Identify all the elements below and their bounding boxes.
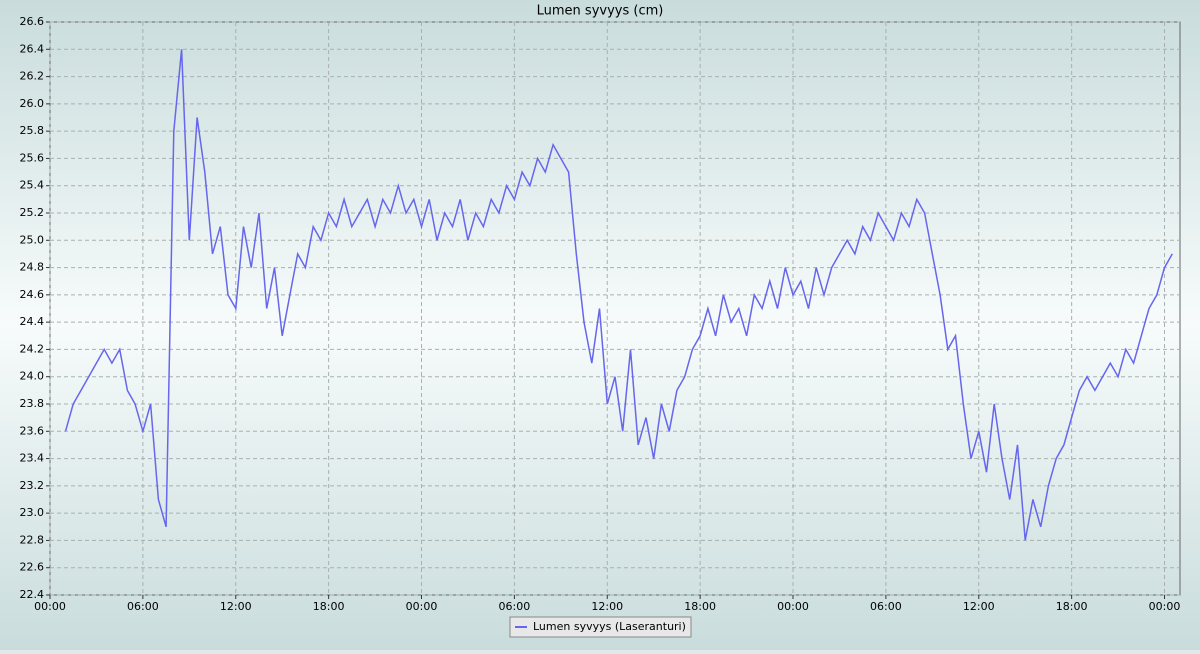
y-tick-label: 24.6 — [20, 288, 45, 301]
x-tick-label: 12:00 — [591, 600, 623, 613]
series-line — [64, 49, 1173, 541]
y-tick-label: 24.2 — [20, 342, 45, 355]
chart-title: Lumen syvyys (cm) — [537, 4, 664, 19]
x-tick-label: 18:00 — [1056, 600, 1088, 613]
y-tick-label: 26.4 — [20, 42, 45, 55]
plot-frame — [49, 21, 1181, 596]
legend-box — [509, 616, 692, 638]
y-tick-label: 23.4 — [20, 452, 45, 465]
y-tick-label: 26.0 — [20, 97, 45, 110]
x-tick-label: 00:00 — [1149, 600, 1181, 613]
y-tick-label: 22.4 — [20, 588, 45, 601]
x-tick-label: 00:00 — [777, 600, 809, 613]
legend-label: Lumen syvyys (Laseranturi) — [533, 620, 686, 633]
y-tick-label: 23.2 — [20, 479, 45, 492]
y-tick-label: 25.8 — [20, 124, 45, 137]
y-tick-label: 23.6 — [20, 424, 45, 437]
y-tick-label: 24.8 — [20, 261, 45, 274]
x-tick-label: 18:00 — [684, 600, 716, 613]
y-tick-label: 25.0 — [20, 233, 45, 246]
y-tick-label: 24.0 — [20, 370, 45, 383]
x-tick-label: 18:00 — [313, 600, 345, 613]
x-tick-label: 00:00 — [406, 600, 438, 613]
x-tick-label: 06:00 — [499, 600, 531, 613]
y-tick-label: 23.8 — [20, 397, 45, 410]
x-tick-label: 12:00 — [220, 600, 252, 613]
x-tick-label: 06:00 — [870, 600, 902, 613]
x-tick-label: 00:00 — [34, 600, 66, 613]
y-tick-label: 26.6 — [20, 15, 45, 28]
y-tick-label: 23.0 — [20, 506, 45, 519]
y-tick-label: 22.6 — [20, 561, 45, 574]
y-tick-label: 25.2 — [20, 206, 45, 219]
x-tick-label: 12:00 — [963, 600, 995, 613]
y-tick-label: 26.2 — [20, 70, 45, 83]
y-tick-label: 25.4 — [20, 179, 45, 192]
x-tick-label: 06:00 — [127, 600, 159, 613]
y-tick-label: 22.8 — [20, 533, 45, 546]
y-tick-label: 25.6 — [20, 151, 45, 164]
y-tick-label: 24.4 — [20, 315, 45, 328]
